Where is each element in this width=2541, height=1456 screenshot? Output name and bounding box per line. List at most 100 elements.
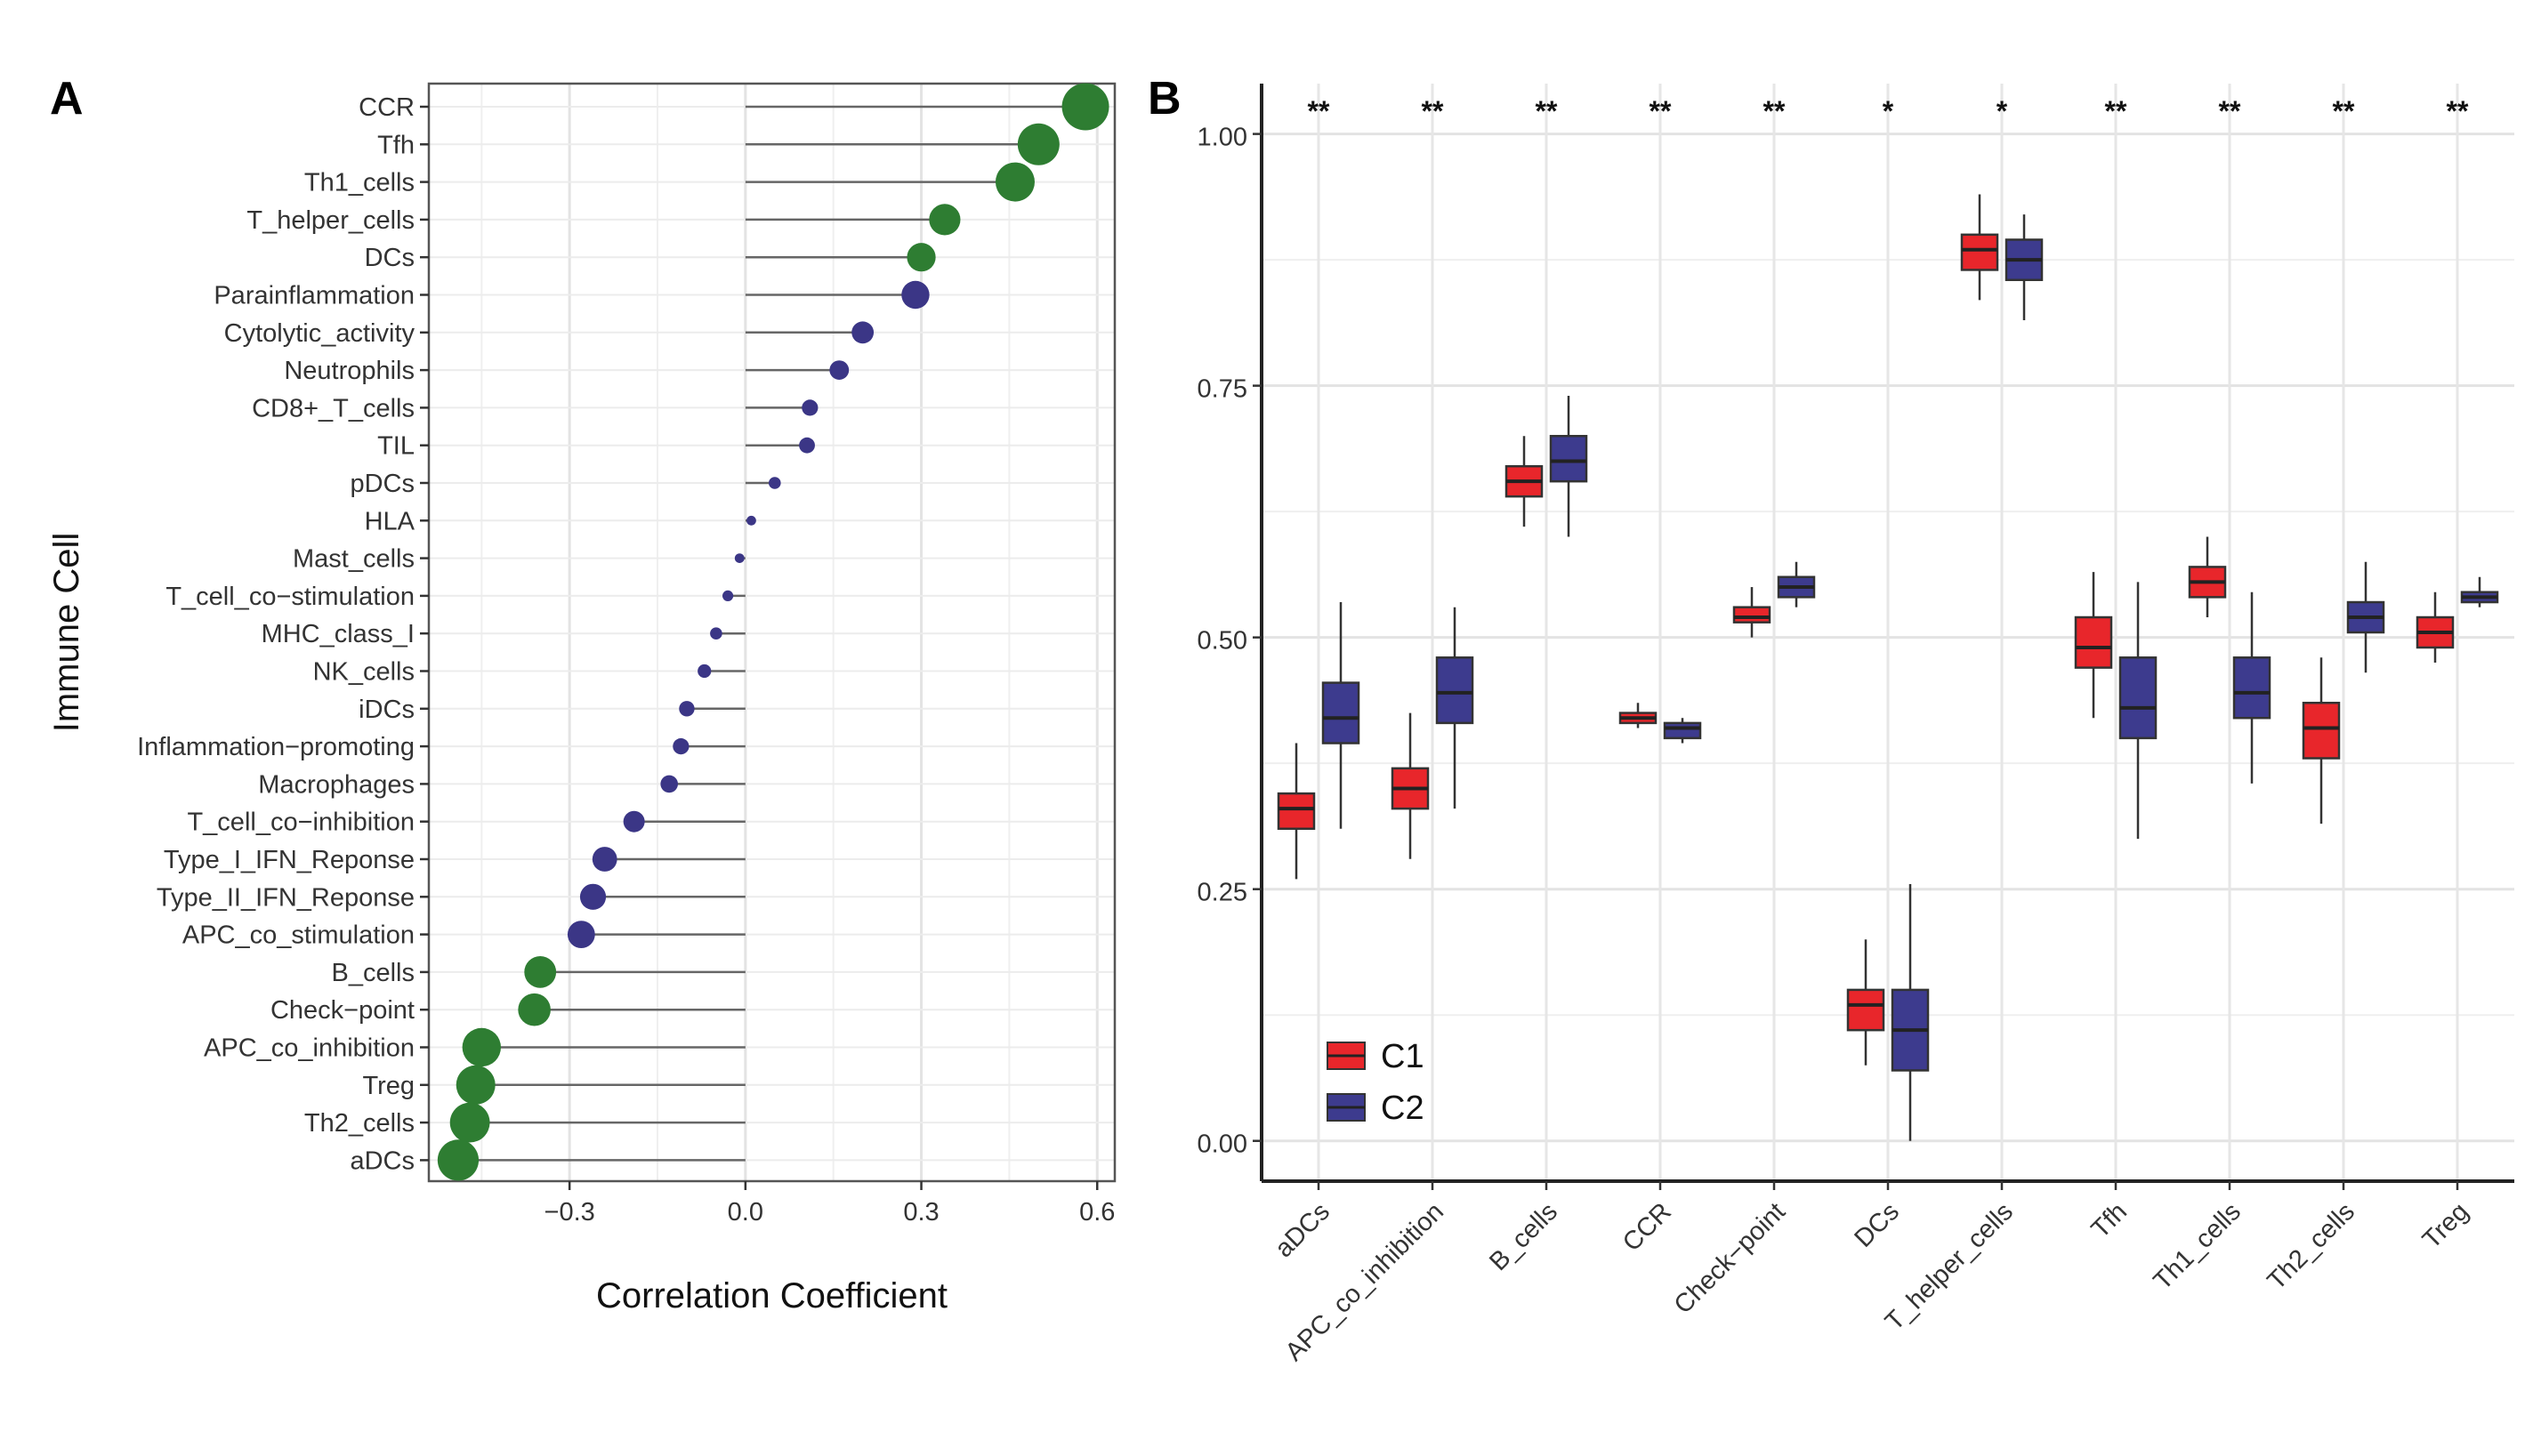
x-tick-label: 0.6: [1079, 1198, 1115, 1227]
box-c1-th2-cells: [2302, 701, 2341, 760]
lollipop-point-t-cell-co-inhibition: [623, 810, 645, 833]
box-c2-ccr: [1663, 721, 1702, 740]
x-tick-label: −0.3: [544, 1198, 595, 1227]
y-tick-label-ccr: CCR: [359, 93, 415, 122]
y-tick-label-treg: Treg: [362, 1072, 415, 1100]
panel-b-letter: B: [1148, 73, 1182, 125]
lollipop-point-t-cell-co-stimulation: [722, 590, 734, 602]
y-tick-label-neutrophils: Neutrophils: [284, 357, 415, 385]
y-tick-label-th2-cells: Th2_cells: [304, 1109, 415, 1138]
y-tick-label: 1.00: [1198, 124, 1247, 152]
box-c2-apc-co-inhibition: [1435, 656, 1474, 725]
lollipop-point-inflammation-promoting: [673, 738, 690, 755]
box-c2-adcs: [1321, 681, 1360, 744]
lollipop-point-adcs: [437, 1139, 480, 1181]
y-tick-label-macrophages: Macrophages: [258, 770, 415, 799]
y-tick-label-til: TIL: [377, 432, 415, 461]
x-tick-label-check-point: Check−point: [1669, 1197, 1791, 1319]
y-tick-label-nk-cells: NK_cells: [313, 658, 415, 687]
y-tick-label-check-point: Check−point: [270, 996, 415, 1025]
box-c2-tfh: [2118, 656, 2158, 740]
legend-label-c1: C1: [1381, 1038, 1424, 1075]
x-tick-label: 0.3: [903, 1198, 939, 1227]
y-tick-label-parainflammation: Parainflammation: [214, 282, 415, 310]
box-c1-check-point: [1732, 606, 1771, 623]
y-tick-label: 0.50: [1198, 627, 1247, 656]
lollipop-point-mhc-class-i: [710, 627, 722, 640]
lollipop-point-hla: [746, 515, 756, 526]
lollipop-point-apc-co-inhibition: [462, 1027, 502, 1067]
panel-b-box-chart: ** ** ** ** ** * * ** ** ** **0.000.250.500.751.00…: [1198, 84, 2514, 1367]
lollipop-point-dcs: [907, 243, 936, 272]
y-tick-label-adcs: aDCs: [350, 1146, 415, 1175]
lollipop-point-mast-cells: [734, 553, 745, 563]
y-tick-label: 0.00: [1198, 1130, 1247, 1159]
y-tick-label-hla: HLA: [365, 507, 415, 535]
box-c1-dcs: [1846, 988, 1885, 1032]
lollipop-point-th2-cells: [449, 1102, 490, 1143]
significance-th1-cells: **: [2219, 95, 2241, 127]
significance-apc-co-inhibition: **: [1422, 95, 1444, 127]
lollipop-point-cd8-t-cells: [802, 399, 819, 416]
y-tick-label-idcs: iDCs: [359, 696, 415, 724]
y-tick-label-tfh: Tfh: [377, 131, 415, 159]
significance-t-helper-cells: *: [1996, 95, 2008, 127]
lollipop-point-cytolytic-activity: [851, 321, 875, 344]
y-tick-label-cytolytic-activity: Cytolytic_activity: [224, 319, 415, 348]
box-c1-tfh: [2074, 615, 2113, 669]
lollipop-point-nk-cells: [698, 664, 712, 679]
lollipop-point-treg: [456, 1065, 496, 1105]
y-tick-label: 0.25: [1198, 879, 1247, 907]
box-c2-b-cells: [1549, 434, 1588, 483]
x-tick-label-dcs: DCs: [1849, 1197, 1905, 1253]
lollipop-point-b-cells: [524, 956, 557, 988]
y-tick-label: 0.75: [1198, 375, 1247, 404]
y-tick-label-th1-cells: Th1_cells: [304, 169, 415, 197]
lollipop-point-parainflammation: [901, 280, 930, 310]
significance-dcs: *: [1883, 95, 1894, 127]
lollipop-point-til: [799, 437, 815, 454]
significance-adcs: **: [1308, 95, 1330, 127]
x-tick-label-th2-cells: Th2_cells: [2263, 1197, 2360, 1295]
y-tick-label-cd8-t-cells: CD8+_T_cells: [252, 394, 415, 422]
significance-check-point: **: [1763, 95, 1786, 127]
y-tick-label-inflammation-promoting: Inflammation−promoting: [137, 733, 415, 761]
y-tick-label-mhc-class-i: MHC_class_I: [262, 620, 415, 648]
y-tick-label-type-i-ifn-reponse: Type_I_IFN_Reponse: [164, 846, 415, 874]
lollipop-point-apc-co-stimulation: [567, 921, 595, 948]
significance-tfh: **: [2105, 95, 2127, 127]
lollipop-point-check-point: [518, 993, 551, 1026]
lollipop-point-t-helper-cells: [929, 204, 961, 236]
lollipop-point-th1-cells: [995, 162, 1035, 202]
x-tick-label-ccr: CCR: [1617, 1197, 1677, 1257]
x-tick-label-th1-cells: Th1_cells: [2149, 1197, 2247, 1295]
lollipop-point-type-i-ifn-reponse: [592, 847, 617, 872]
y-tick-label-mast-cells: Mast_cells: [293, 545, 415, 574]
significance-th2-cells: **: [2333, 95, 2355, 127]
y-tick-label-type-ii-ifn-reponse: Type_II_IFN_Reponse: [157, 883, 415, 912]
lollipop-point-macrophages: [660, 775, 678, 793]
y-tick-label-apc-co-stimulation: APC_co_stimulation: [182, 921, 415, 950]
x-tick-label-treg: Treg: [2417, 1197, 2474, 1254]
x-tick-label-adcs: aDCs: [1270, 1197, 1335, 1263]
lollipop-point-tfh: [1017, 123, 1060, 165]
significance-b-cells: **: [1536, 95, 1558, 127]
lollipop-point-ccr: [1061, 83, 1109, 131]
x-axis-title: Correlation Coefficient: [596, 1276, 948, 1315]
y-tick-label-apc-co-inhibition: APC_co_inhibition: [204, 1034, 415, 1063]
lollipop-point-neutrophils: [829, 360, 850, 380]
y-tick-label-pdcs: pDCs: [350, 470, 415, 498]
x-tick-label: 0.0: [728, 1198, 763, 1227]
x-tick-label-tfh: Tfh: [2086, 1197, 2133, 1243]
y-tick-label-dcs: DCs: [365, 244, 415, 272]
y-axis-title: Immune Cell: [47, 533, 86, 733]
panel-a-lollipop-chart: CCR Tfh Th1_cells T_helper_cells DCs Parainfl…: [47, 82, 1117, 1315]
significance-ccr: **: [1650, 95, 1672, 127]
legend-label-c2: C2: [1381, 1090, 1424, 1127]
lollipop-point-idcs: [679, 701, 695, 717]
y-tick-label-t-helper-cells: T_helper_cells: [246, 206, 415, 235]
y-tick-label-t-cell-co-inhibition: T_cell_co−inhibition: [187, 808, 415, 837]
box-c1-t-helper-cells: [1960, 233, 1999, 271]
lollipop-point-type-ii-ifn-reponse: [579, 883, 607, 910]
